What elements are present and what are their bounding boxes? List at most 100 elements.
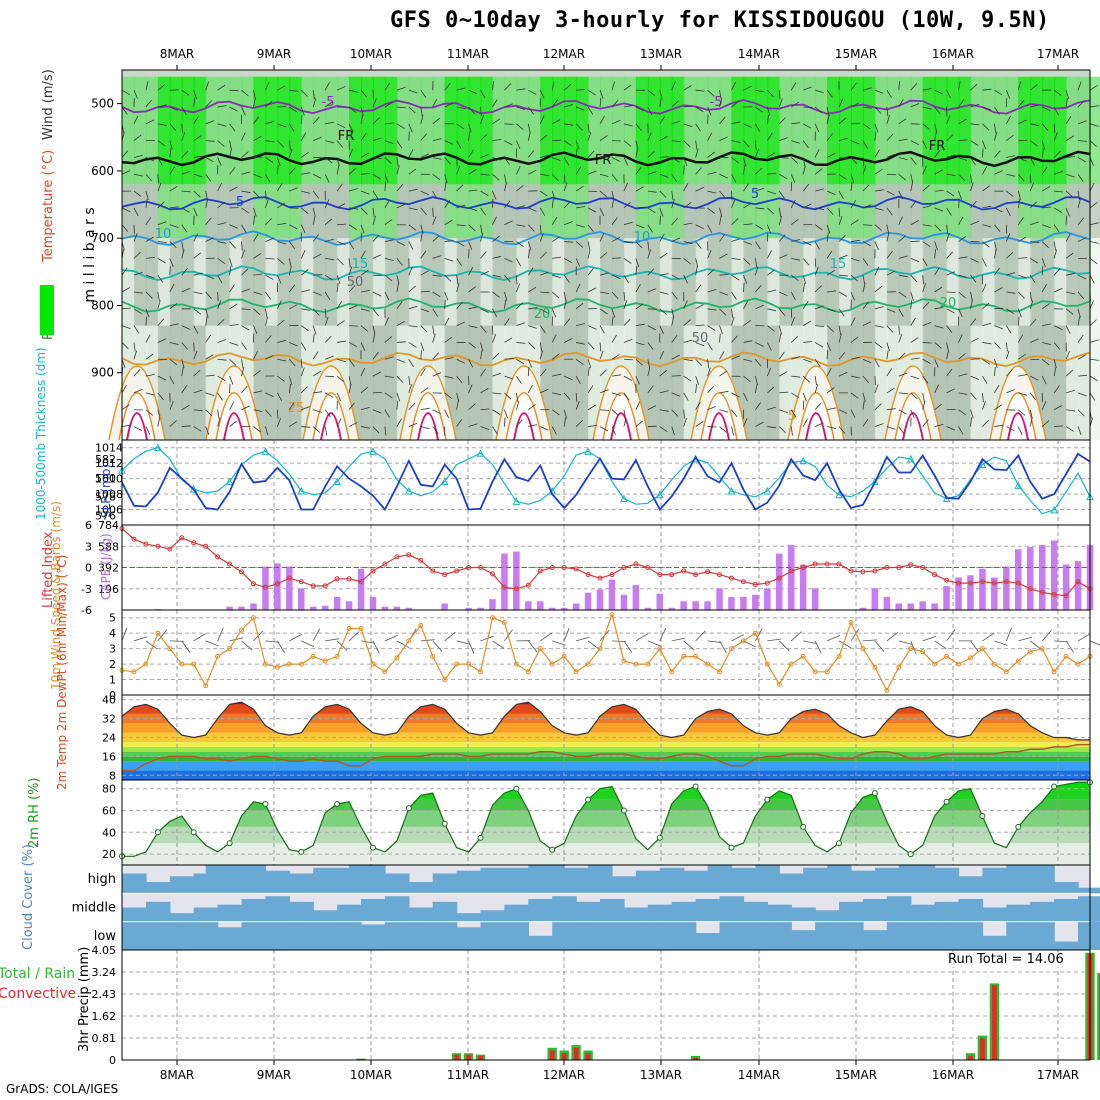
- wind-barb: [193, 426, 202, 432]
- lifted-index-point: [812, 561, 818, 567]
- rh-cell: [719, 238, 733, 326]
- wind-barb: [540, 271, 549, 276]
- cloud-bar: [588, 921, 601, 950]
- wind-barb: [934, 207, 944, 212]
- wind-barb: [384, 409, 390, 418]
- rh-cell: [839, 184, 852, 239]
- wind-barb: [647, 385, 654, 394]
- wind-barb: [575, 401, 580, 410]
- cape-tick-label: 196: [98, 583, 119, 596]
- wind-barb: [181, 106, 187, 116]
- cape-bar: [895, 603, 902, 610]
- wind-barb: [683, 140, 691, 148]
- cape-bar: [740, 597, 747, 610]
- rh-cell: [564, 325, 578, 440]
- wind-barb: [755, 284, 762, 293]
- wind-barb: [982, 419, 989, 427]
- wind-barb: [432, 216, 437, 225]
- wind-barb: [456, 275, 459, 285]
- wind-barb: [671, 120, 681, 125]
- rh-cell: [934, 184, 948, 239]
- wind-barb: [1017, 217, 1024, 225]
- wind-barb: [372, 215, 376, 225]
- cloud-bar: [480, 910, 494, 922]
- lifted-index-point: [968, 580, 973, 586]
- wind-barb: [635, 148, 638, 158]
- wind-barb: [779, 391, 789, 394]
- wind-barb: [456, 184, 464, 192]
- cloud-bar: [480, 867, 494, 894]
- rh-cell: [815, 184, 829, 239]
- wind-barb: [767, 289, 777, 293]
- wind-speed-line: [121, 612, 1091, 692]
- wind-barb: [910, 299, 913, 309]
- cloud-bar: [504, 904, 517, 922]
- lifted-index-point: [573, 566, 579, 572]
- wind-barb: [1006, 369, 1013, 377]
- contour-label: 5: [236, 195, 244, 210]
- wind-barb: [360, 89, 368, 98]
- wind-barb: [647, 325, 656, 331]
- wind-barb: [611, 374, 621, 377]
- wind-barb: [480, 251, 487, 259]
- rh-cell: [145, 238, 159, 326]
- wind-barb: [647, 106, 653, 116]
- rh-point: [370, 844, 376, 851]
- cape-bar: [262, 566, 269, 610]
- rh-cell: [492, 76, 506, 185]
- wind-barb: [790, 199, 796, 209]
- wind-barb: [1030, 123, 1040, 127]
- wind-barb: [516, 302, 524, 310]
- wind-barb: [348, 376, 352, 385]
- wind-barb: [611, 409, 619, 416]
- wind-barb: [169, 106, 179, 111]
- y-axis-label: 10m Wind Speed & Barbs (m/s): [49, 501, 63, 690]
- wind-barb: [181, 342, 188, 350]
- wind-barb: [659, 98, 662, 108]
- rh-cell: [1078, 238, 1091, 326]
- lifted-index-point: [597, 575, 603, 581]
- wind-barb: [229, 420, 237, 427]
- surface-wind-barb: [205, 640, 219, 647]
- cloud-bar: [600, 865, 613, 894]
- rh-cell: [253, 325, 267, 440]
- wind-barb: [743, 165, 746, 175]
- wind-barb: [468, 306, 478, 310]
- rh-cell: [755, 325, 769, 440]
- wind-barb: [934, 424, 944, 427]
- wind-barb: [982, 88, 992, 91]
- surface-wind-barb: [133, 636, 148, 642]
- wind-barb: [372, 254, 382, 259]
- wind-barb: [324, 335, 332, 343]
- lifted-index-point: [478, 565, 483, 570]
- wind-barb: [1065, 252, 1074, 259]
- wind-barb: [886, 133, 894, 141]
- rh-cell: [516, 238, 530, 326]
- wind-barb: [288, 258, 292, 268]
- rh-cell: [468, 184, 482, 239]
- rh-cell: [145, 76, 159, 185]
- wind-barb: [169, 323, 179, 327]
- wind-barb: [360, 106, 364, 116]
- cloud-bar: [958, 876, 972, 894]
- cloud-bar: [659, 904, 673, 922]
- wind-barb: [145, 119, 155, 125]
- wind-barb: [1065, 90, 1070, 99]
- wind-barb: [420, 270, 429, 276]
- wind-speed-point: [657, 646, 663, 652]
- wind-barb: [647, 171, 657, 175]
- wind-barb: [456, 123, 465, 130]
- wind-speed-point: [752, 630, 758, 636]
- wind-speed-point: [872, 664, 878, 670]
- wind-barb: [826, 190, 836, 195]
- cloud-bar: [122, 907, 135, 922]
- wind-barb: [946, 224, 949, 234]
- wind-barb: [982, 224, 992, 228]
- wind-barb: [348, 188, 358, 192]
- rh-cell: [540, 238, 554, 326]
- wind-barb: [205, 374, 215, 377]
- rh-band: [122, 826, 1090, 844]
- wind-barb: [181, 170, 191, 175]
- wind-barb: [683, 222, 693, 226]
- wind-speed-point: [561, 653, 567, 659]
